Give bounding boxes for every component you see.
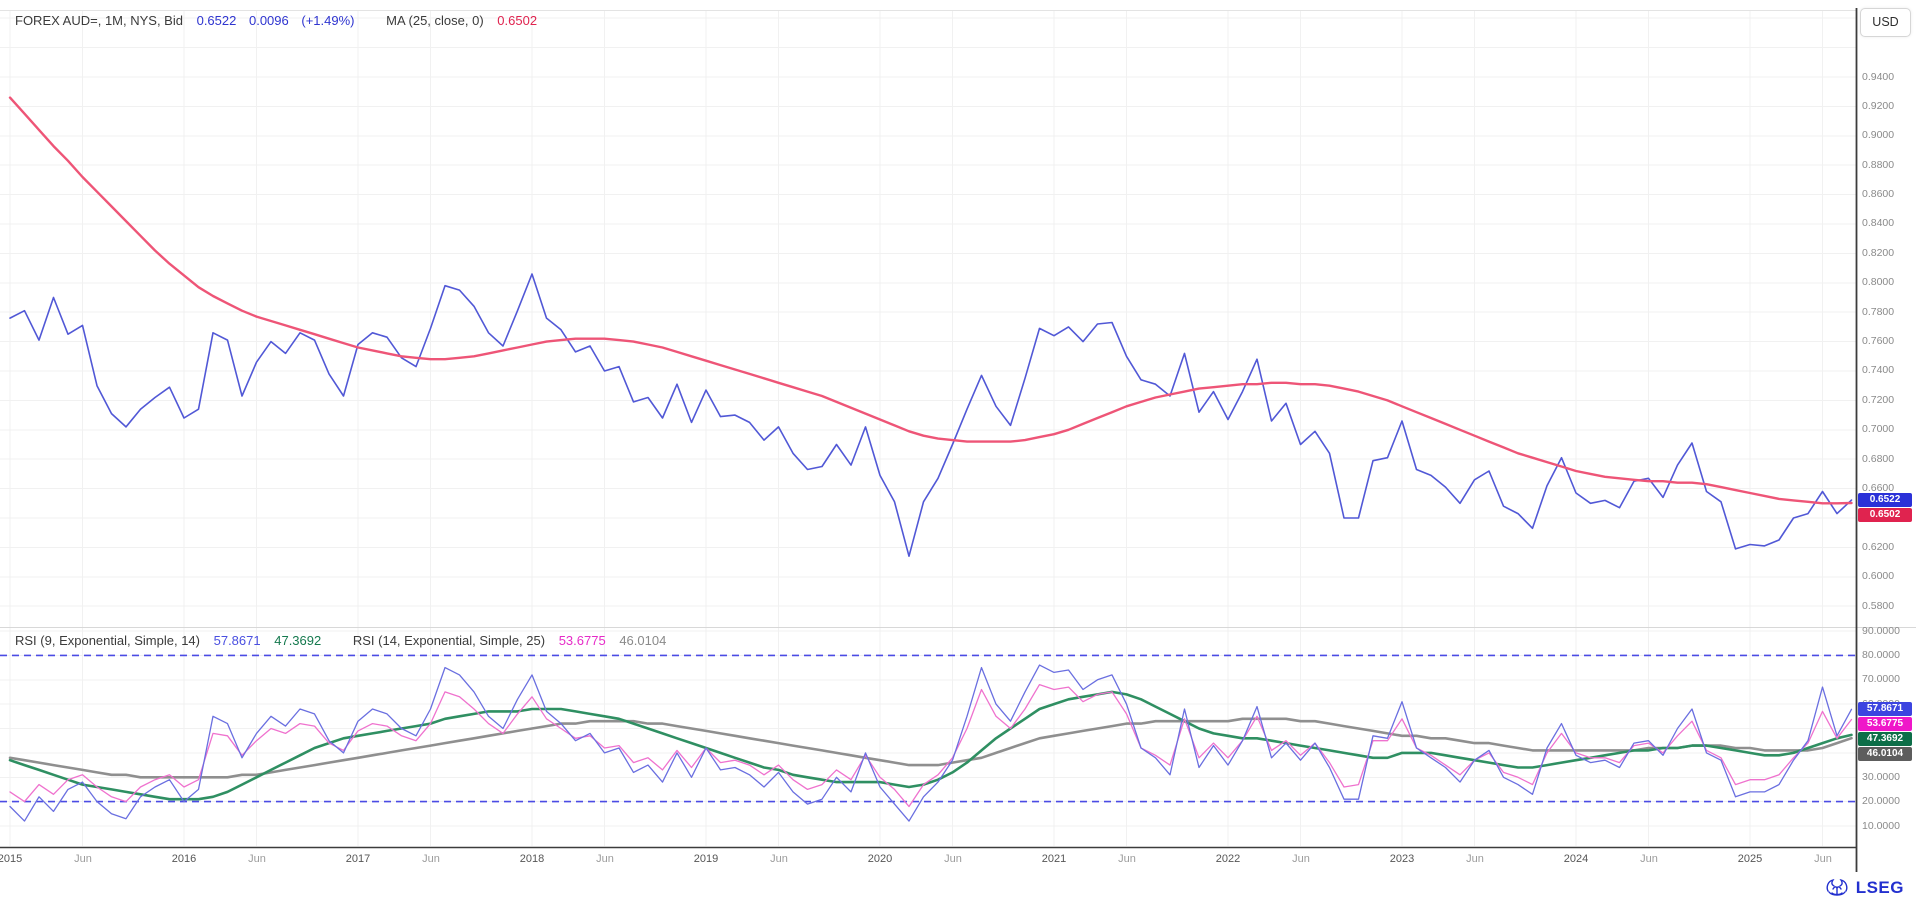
bid-series	[9, 273, 1853, 558]
time-tick-year: 2025	[1737, 853, 1763, 865]
ma25-series	[8, 96, 1853, 505]
time-tick-jun: Jun	[1118, 853, 1136, 865]
rsi9_signal_sma14-series	[8, 690, 1853, 801]
rsi14-signal-value: 46.0104	[619, 633, 667, 648]
price-tick-label: 0.6000	[1862, 570, 1895, 582]
time-tick-year: 2024	[1563, 853, 1589, 865]
time-tick-jun: Jun	[1292, 853, 1310, 865]
time-tick-year: 2020	[867, 853, 893, 865]
ma-value: 0.6502	[497, 13, 538, 28]
last-value-badge: 0.6522	[1858, 493, 1912, 507]
time-tick-jun: Jun	[596, 853, 614, 865]
time-tick-year: 2023	[1389, 853, 1415, 865]
last-value-badge: 53.6775	[1858, 717, 1912, 731]
rsi-tick-label: 80.0000	[1862, 649, 1900, 661]
rsi-legend[interactable]: RSI (9, Exponential, Simple, 14) 57.8671…	[15, 633, 666, 648]
instrument-label: FOREX AUD=, 1M, NYS, Bid	[15, 13, 183, 28]
time-tick-year: 2019	[693, 853, 719, 865]
price-tick-label: 0.9400	[1862, 71, 1895, 83]
lseg-logo-text: LSEG	[1855, 878, 1904, 897]
rsi14-label: RSI (14, Exponential, Simple, 25)	[352, 633, 546, 648]
time-tick-jun: Jun	[248, 853, 266, 865]
time-tick-year: 2021	[1041, 853, 1067, 865]
price-tick-label: 0.8000	[1862, 276, 1895, 288]
time-tick-jun: Jun	[1640, 853, 1658, 865]
time-tick-jun: Jun	[1466, 853, 1484, 865]
last-value-badge: 46.0104	[1858, 747, 1912, 761]
price-tick-label: 0.6800	[1862, 453, 1895, 465]
time-tick-year: 2015	[0, 853, 23, 865]
bid-value: 0.6522	[196, 13, 237, 28]
change-value: 0.0096	[248, 13, 289, 28]
time-tick-year: 2022	[1215, 853, 1241, 865]
price-tick-label: 0.7400	[1862, 364, 1895, 376]
rsi9-signal-value: 47.3692	[274, 633, 322, 648]
price-tick-label: 0.7800	[1862, 306, 1895, 318]
price-tick-label: 0.8200	[1862, 247, 1895, 259]
rsi-tick-label: 20.0000	[1862, 795, 1900, 807]
main-chart-legend[interactable]: FOREX AUD=, 1M, NYS, Bid 0.6522 0.0096 (…	[15, 13, 537, 28]
rsi14_signal_sma25-series	[8, 717, 1853, 779]
rsi14-value: 53.6775	[558, 633, 606, 648]
time-tick-jun: Jun	[1814, 853, 1832, 865]
last-value-badge: 0.6502	[1858, 508, 1912, 522]
time-tick-year: 2018	[519, 853, 545, 865]
price-tick-label: 0.7200	[1862, 394, 1895, 406]
last-value-badge: 57.8671	[1858, 702, 1912, 716]
price-tick-label: 0.8800	[1862, 159, 1895, 171]
rsi9-series	[9, 664, 1853, 822]
time-tick-jun: Jun	[74, 853, 92, 865]
price-tick-label: 0.6600	[1862, 482, 1895, 494]
price-tick-label: 0.6200	[1862, 541, 1895, 553]
rsi14-series	[9, 683, 1853, 808]
price-tick-label: 0.7000	[1862, 423, 1895, 435]
price-tick-label: 0.8400	[1862, 217, 1895, 229]
time-tick-jun: Jun	[770, 853, 788, 865]
rsi-tick-label: 90.0000	[1862, 625, 1900, 637]
time-tick-year: 2017	[345, 853, 371, 865]
currency-axis-button[interactable]: USD	[1860, 8, 1911, 37]
lseg-crest-icon	[1826, 878, 1848, 896]
last-value-badge: 47.3692	[1858, 732, 1912, 746]
price-tick-label: 0.9200	[1862, 100, 1895, 112]
price-tick-label: 0.9000	[1862, 129, 1895, 141]
rsi9-label: RSI (9, Exponential, Simple, 14)	[15, 633, 200, 648]
time-tick-year: 2016	[171, 853, 197, 865]
rsi-tick-label: 30.0000	[1862, 771, 1900, 783]
time-tick-jun: Jun	[944, 853, 962, 865]
time-tick-jun: Jun	[422, 853, 440, 865]
change-percent: (+1.49%)	[301, 13, 355, 28]
lseg-logo: LSEG	[1824, 875, 1904, 901]
price-tick-label: 0.7600	[1862, 335, 1895, 347]
price-tick-label: 0.8600	[1862, 188, 1895, 200]
rsi9-value: 57.8671	[213, 633, 261, 648]
price-tick-label: 0.5800	[1862, 600, 1895, 612]
rsi-tick-label: 70.0000	[1862, 673, 1900, 685]
rsi-tick-label: 10.0000	[1862, 820, 1900, 832]
gridlines	[0, 11, 1856, 846]
ma-label: MA (25, close, 0)	[386, 13, 484, 28]
